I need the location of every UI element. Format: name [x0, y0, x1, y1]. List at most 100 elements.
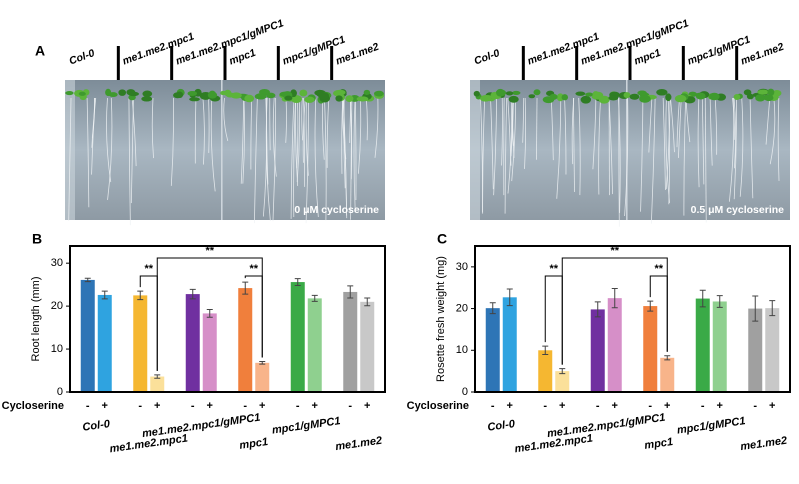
seedling [695, 92, 706, 100]
treatment-sign: - [296, 400, 300, 412]
seedling [656, 89, 668, 96]
root [512, 97, 515, 158]
root [749, 97, 754, 199]
root [106, 97, 112, 183]
y-axis-label: Rosette fresh weight (mg) [435, 256, 447, 382]
root [324, 97, 327, 221]
root [374, 97, 379, 158]
x-tick-label: mpc1 [644, 436, 674, 452]
root [677, 97, 682, 158]
root [314, 97, 319, 218]
seedling [105, 88, 112, 97]
bar [185, 294, 200, 392]
root [202, 97, 205, 165]
error-bar [154, 374, 161, 379]
error-bar [506, 288, 513, 307]
seedling [591, 94, 603, 100]
significance-mark: ** [549, 263, 558, 275]
seedling [299, 89, 308, 97]
root [272, 97, 277, 177]
bar [307, 298, 322, 392]
error-bar [294, 278, 301, 287]
bar [290, 282, 305, 392]
seedling [318, 92, 329, 100]
bar [590, 309, 605, 392]
bar [80, 279, 95, 392]
y-tick-label: 10 [51, 343, 63, 355]
y-tick-label: 20 [51, 300, 63, 312]
treatment-sign: - [86, 400, 90, 412]
root [326, 97, 330, 168]
error-bar [242, 281, 249, 295]
root [504, 97, 508, 214]
bar [150, 376, 165, 392]
root [662, 97, 666, 191]
root [608, 97, 613, 195]
treatment-sign: + [717, 400, 723, 412]
error-bar [542, 345, 549, 355]
error-bar [611, 288, 618, 309]
treatment-sign: - [348, 400, 352, 412]
y-tick-label: 10 [456, 344, 468, 356]
genotype-label: mpc1 [228, 47, 258, 68]
root [250, 97, 253, 170]
root [296, 97, 299, 169]
root [194, 97, 197, 164]
bar [238, 288, 253, 392]
panel-label: B [32, 231, 42, 247]
seedling [78, 91, 86, 96]
root [210, 97, 216, 192]
root [578, 97, 581, 196]
root [507, 97, 513, 194]
root [769, 97, 776, 165]
error-bar [664, 355, 671, 361]
root [303, 97, 306, 187]
seedling [708, 92, 720, 101]
seedling [556, 93, 564, 102]
root [343, 97, 346, 189]
treatment-sign: - [138, 400, 142, 412]
genotype-label: mpc1 [633, 47, 663, 68]
seedling [290, 96, 302, 102]
root [223, 97, 229, 142]
bar [765, 308, 780, 392]
bar [97, 294, 112, 392]
seedling [639, 95, 651, 103]
error-bar [364, 297, 371, 307]
seedling [142, 90, 153, 98]
root [598, 97, 601, 195]
root [624, 97, 629, 217]
significance-bracket [244, 275, 263, 358]
root [739, 97, 744, 197]
root [285, 97, 287, 143]
root [341, 97, 344, 174]
root [349, 97, 352, 143]
bar [555, 371, 570, 392]
seedling [266, 92, 276, 99]
seedling [637, 90, 647, 96]
root [665, 97, 670, 203]
root [130, 97, 134, 204]
treatment-sign: - [753, 400, 757, 412]
root [301, 97, 304, 141]
error-bar [769, 300, 776, 317]
root [733, 97, 737, 200]
seedling [549, 93, 558, 100]
y-tick-label: 0 [462, 386, 468, 398]
root [490, 97, 494, 190]
treatment-sign: - [491, 400, 495, 412]
treatment-sign: + [259, 400, 265, 412]
error-bar [189, 288, 196, 300]
seedling [755, 94, 766, 102]
bar [643, 306, 658, 392]
seedling [126, 89, 136, 96]
seedling [363, 89, 371, 95]
seedling [244, 94, 255, 103]
root [650, 97, 656, 224]
treatment-sign: - [701, 400, 705, 412]
root [240, 97, 245, 184]
seedling [508, 95, 519, 103]
y-tick-label: 30 [51, 257, 63, 269]
treatment-sign: - [596, 400, 600, 412]
